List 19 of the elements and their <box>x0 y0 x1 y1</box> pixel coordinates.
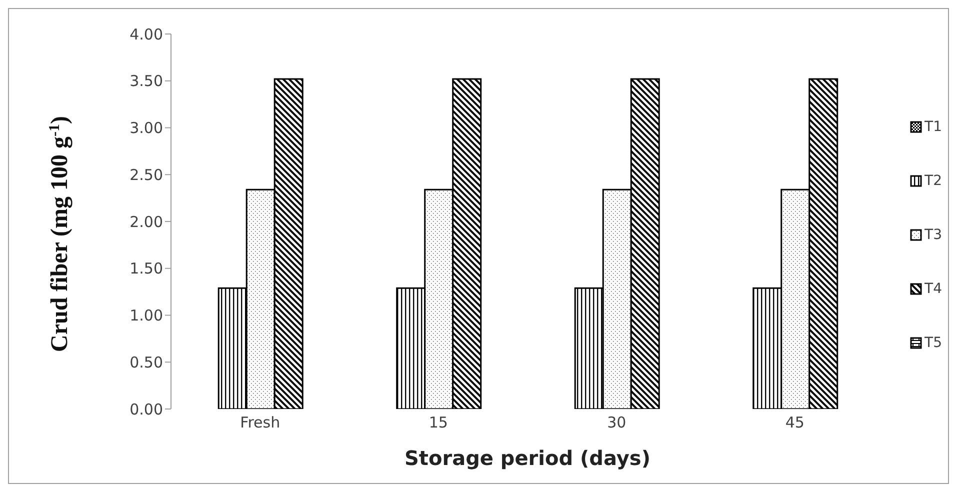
y-tick-label: 3.50 <box>130 72 163 90</box>
x-axis-title: Storage period (days) <box>404 446 650 470</box>
x-tick-label: 15 <box>428 414 448 432</box>
y-tick-label: 4.00 <box>130 25 163 44</box>
x-tick-label: Fresh <box>240 414 280 432</box>
legend-label: T2 <box>924 173 942 189</box>
legend-label: T3 <box>924 227 942 243</box>
y-tick-label: 3.00 <box>130 119 163 138</box>
x-tick-label: 30 <box>607 414 626 432</box>
x-tick-label: 45 <box>785 414 804 432</box>
y-tick-label: 0.50 <box>130 353 163 372</box>
y-tick-label: 1.00 <box>130 306 163 325</box>
y-tick-label: 2.00 <box>130 212 163 231</box>
legend-label: T1 <box>924 119 942 135</box>
y-tick-label: 0.00 <box>130 400 163 418</box>
legend-label: T5 <box>924 335 942 351</box>
legend-label: T4 <box>924 281 942 297</box>
y-tick-label: 2.50 <box>130 166 163 184</box>
y-tick-label: 1.50 <box>130 260 163 278</box>
